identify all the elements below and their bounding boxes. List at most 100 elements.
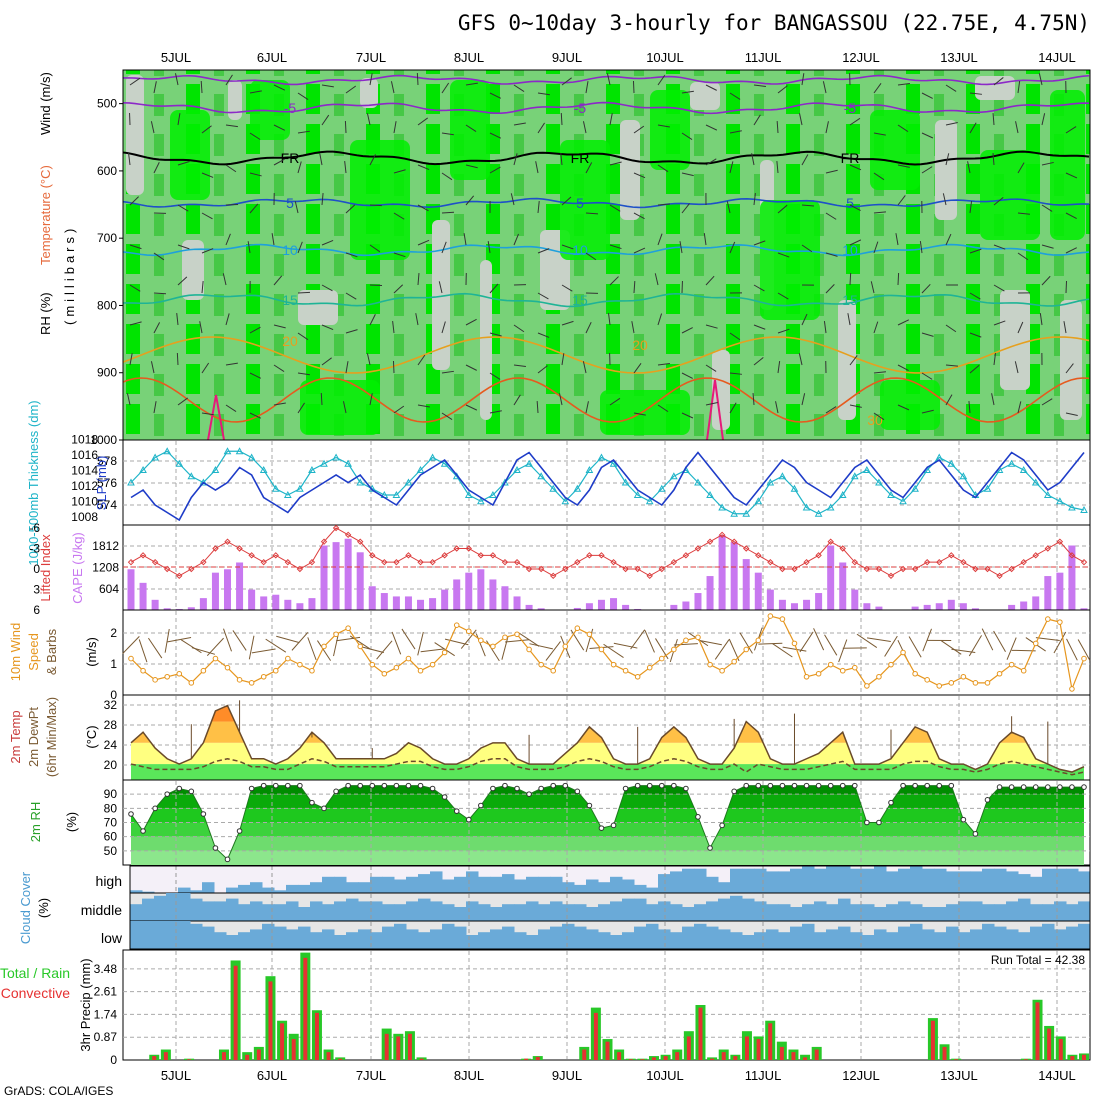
wind-barb [825,284,835,294]
cloud-bar [598,904,611,921]
lifted-marker [622,565,629,573]
cape-bar [694,593,702,610]
wind-barb [321,84,334,88]
wind-barb [177,397,188,406]
wind-barb-10m [698,639,722,646]
wind-speed-marker [465,628,472,635]
lifted-marker [670,558,678,566]
wind-barb-10m [922,628,932,652]
rh2m-marker [646,782,653,789]
wind-barb-10m [191,647,216,655]
rh-moist-patch [980,150,1040,240]
precip-conv-bar [593,1012,598,1060]
lifted-marker [851,558,859,566]
pressure-tick-label: 600 [97,164,117,178]
wind-barb [1065,126,1077,134]
precip-conv-bar [163,1052,168,1060]
wind-barb [798,353,803,366]
wind-barb [369,393,373,406]
cape-bar [1020,601,1028,610]
slp-tick-label: 1018 [71,433,98,447]
pressure-tick-label: 1000 [90,433,117,447]
cloud-bar [934,932,947,949]
cloud-bar [778,904,791,921]
wind-barb [297,130,310,134]
lifted-marker [272,552,279,559]
cloud-bar [922,868,935,893]
rh2m-marker [586,802,593,809]
lifted-marker [320,538,328,545]
cloud-bar [322,929,335,949]
wind-barb [297,92,309,100]
wind-barb [993,196,1004,206]
wind-barb [489,372,501,380]
wind-speed-marker [128,655,134,662]
wind-barb [297,161,302,174]
wind-barb [513,153,518,166]
precip-conv-bar [698,1007,703,1060]
wind-speed-marker [876,673,882,680]
precip-conv-bar [605,1041,610,1060]
wind-barb [585,212,599,215]
wind-barb [537,292,549,300]
wind-barb [681,172,694,177]
cape-bar [465,572,473,610]
cloud-bar [130,921,143,949]
wind-barb-10m [518,632,540,647]
cloud-bar [862,868,875,893]
cloud-bar [754,868,767,893]
cloud-bar [298,884,311,893]
wind-barb [1065,172,1078,179]
thickness-marker [887,490,895,498]
cloud-bar [1066,904,1079,921]
cloud-bar [286,884,299,893]
wind-barb [657,233,663,246]
precip-conv-bar [686,1036,691,1060]
cape-tick-label: 604 [99,582,119,596]
wind-barb-10m [799,631,814,653]
wind-barb [897,164,910,168]
slp-line [130,451,1085,522]
wind-barb [249,172,262,177]
cloud-bar [418,874,431,893]
wind-speed-marker [502,634,508,641]
cape-bar [441,589,449,610]
wind-barb [945,153,950,166]
wind-barb [1065,363,1074,374]
wind-barb-10m [391,631,402,655]
wind-speed-marker [658,655,665,662]
lifted-marker [948,552,955,559]
wind-barb-10m [1006,637,1017,660]
isotherm-label: -5 [574,100,587,116]
lifted-marker [791,565,798,573]
wind-barb [775,401,779,414]
wind-barb [489,283,499,294]
wind-barb [585,252,597,261]
wind-speed-marker [224,664,231,671]
wind-speed-marker [393,664,400,671]
isotherm-line [122,243,1090,257]
rh2m-marker [453,808,460,814]
thickness-marker [549,484,558,492]
cloud-unit: (%) [36,898,51,918]
thickness-marker [645,497,654,505]
wind-barb [945,324,957,333]
wind-barb [441,172,453,181]
wind-barb [753,324,766,330]
wind-barb-10m [138,639,148,663]
cloud-bar [334,935,347,949]
wind-barb [153,252,165,261]
wind-barb [609,244,622,250]
wind-barb [393,405,405,414]
cape-bar [778,599,786,610]
cloud-bar [802,923,815,949]
cloud-bar [514,904,527,921]
cloud-bar [766,871,779,893]
cloud-bar [226,898,239,921]
wind-barb [201,281,204,294]
isotherm-line [122,150,1090,166]
wind-barb [729,332,741,341]
date-label-bottom: 5JUL [161,1068,191,1083]
wind-barb [849,355,858,366]
wind-barb [513,122,526,126]
